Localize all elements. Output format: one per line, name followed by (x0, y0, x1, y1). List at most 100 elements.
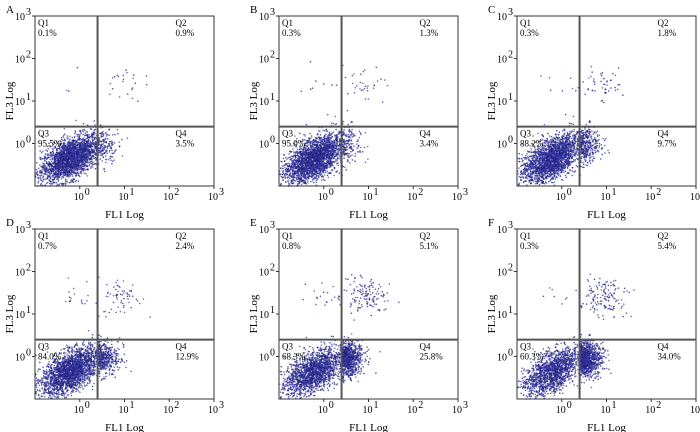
scatter-point (320, 158, 323, 161)
scatter-point (81, 140, 84, 143)
scatter-point (327, 154, 330, 157)
scatter-point (87, 151, 90, 153)
scatter-point (66, 135, 69, 137)
scatter-point (90, 147, 93, 150)
scatter-point (287, 157, 290, 159)
scatter-point (84, 150, 87, 153)
scatter-point (323, 170, 325, 172)
scatter-point (288, 174, 291, 177)
scatter-point (303, 133, 305, 136)
scatter-point (69, 146, 72, 149)
scatter-point (318, 169, 320, 171)
y-tick-label: 10 2 (15, 50, 31, 66)
scatter-point (82, 163, 84, 166)
scatter-point (294, 155, 297, 157)
scatter-point (61, 171, 64, 174)
scatter-point (294, 157, 297, 159)
scatter-point (65, 152, 68, 154)
scatter-point (66, 89, 68, 92)
scatter-point (301, 158, 304, 161)
scatter-point (80, 155, 82, 158)
scatter-point (327, 137, 330, 140)
scatter-point (42, 158, 44, 160)
scatter-point (290, 180, 293, 183)
x-tick-base: 10 (119, 192, 129, 203)
scatter-point (89, 167, 92, 169)
scatter-point (49, 158, 51, 160)
scatter-point (99, 150, 102, 153)
scatter-point (48, 166, 51, 169)
scatter-point (87, 139, 90, 141)
scatter-point (74, 132, 76, 135)
scatter-point (89, 161, 91, 164)
scatter-point (59, 169, 62, 172)
scatter-point (63, 154, 66, 156)
scatter-point (114, 151, 116, 153)
scatter-point (76, 171, 78, 174)
scatter-point (44, 171, 47, 173)
scatter-point (324, 153, 326, 155)
scatter-point (293, 176, 296, 178)
scatter-point (323, 145, 326, 147)
scatter-point (59, 162, 61, 165)
scatter-point (67, 166, 69, 168)
scatter-point (42, 177, 44, 179)
scatter-point (108, 134, 110, 136)
scatter-point (44, 184, 46, 186)
scatter-point (327, 176, 330, 179)
scatter-point (69, 153, 71, 155)
scatter-point (305, 158, 308, 160)
scatter-point (300, 166, 303, 168)
scatter-point (102, 156, 104, 158)
scatter-point (56, 175, 59, 178)
x-tick-label: 10 0 (74, 187, 90, 203)
scatter-point (55, 176, 57, 178)
scatter-point (308, 138, 311, 140)
scatter-point (65, 162, 68, 165)
scatter-point (300, 154, 303, 156)
scatter-point (333, 160, 335, 163)
quadrant-name: Q4 (176, 129, 187, 139)
quadrant-name: Q1 (38, 18, 49, 28)
scatter-point (309, 174, 311, 177)
scatter-point (316, 140, 319, 143)
scatter-point (52, 176, 54, 178)
scatter-point (45, 149, 47, 151)
scatter-point (350, 132, 353, 135)
scatter-point (296, 178, 298, 181)
scatter-point (87, 153, 90, 155)
scatter-point (343, 129, 345, 131)
scatter-point (71, 170, 73, 172)
scatter-point (305, 151, 308, 154)
scatter-point (61, 155, 64, 158)
scatter-point (290, 176, 293, 178)
scatter-point (291, 170, 294, 172)
scatter-point (320, 161, 322, 163)
scatter-point (80, 162, 83, 164)
scatter-point (307, 140, 310, 143)
scatter-point (76, 153, 78, 156)
scatter-point (111, 156, 114, 158)
scatter-point (74, 130, 77, 132)
scatter-point (94, 167, 97, 170)
scatter-point (305, 141, 308, 144)
scatter-point (113, 75, 116, 78)
scatter-point (126, 71, 128, 74)
scatter-point (303, 160, 306, 163)
scatter-point (331, 160, 333, 163)
scatter-point (72, 181, 74, 184)
scatter-point (84, 134, 86, 137)
scatter-point (48, 154, 50, 156)
scatter-point (108, 145, 111, 147)
scatter-point (329, 152, 332, 154)
scatter-point (329, 165, 332, 167)
scatter-point (79, 150, 82, 152)
scatter-point (92, 154, 95, 157)
scatter-point (320, 162, 323, 165)
scatter-point (314, 169, 317, 171)
scatter-point (332, 122, 335, 125)
scatter-point (36, 173, 39, 176)
scatter-point (101, 140, 103, 143)
scatter-point (37, 167, 40, 170)
scatter-point (59, 144, 62, 146)
